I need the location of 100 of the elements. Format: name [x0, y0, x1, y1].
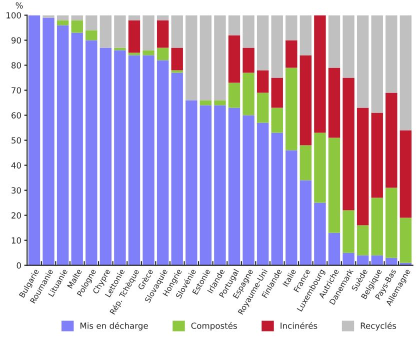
bar: [356, 15, 369, 108]
y-tick-label: 80: [12, 62, 21, 69]
bar: [114, 15, 126, 48]
legend-label: Recyclés: [360, 322, 396, 330]
y-tick-label: 100: [6, 12, 21, 18]
bar: [328, 68, 340, 138]
bar: [142, 55, 154, 266]
y-tick-label: 70: [12, 87, 21, 94]
y-tick-label: 90: [11, 37, 21, 44]
bar: [142, 50, 154, 56]
bar: [128, 55, 140, 266]
bar: [256, 122, 269, 266]
bar: [342, 252, 354, 266]
y-tick-label: 40: [11, 162, 21, 169]
bar: [356, 108, 369, 226]
bar: [314, 202, 326, 266]
bar: [242, 115, 254, 266]
bar: [286, 15, 298, 40]
bar: [386, 188, 398, 258]
bar: [142, 15, 154, 50]
bar: [342, 78, 354, 210]
bar: [328, 232, 340, 266]
y-tick-label: 30: [12, 187, 21, 194]
bar: [114, 50, 126, 266]
bar: [214, 105, 226, 266]
bar: [156, 20, 169, 48]
bar: [114, 48, 126, 50]
bar: [100, 15, 112, 48]
y-tick-label: 0: [16, 262, 21, 269]
bar: [386, 258, 398, 266]
bar: [342, 15, 354, 78]
bar: [100, 48, 112, 266]
bar: [256, 92, 269, 123]
bar: [214, 15, 226, 100]
y-tick-label: 20: [12, 212, 21, 219]
bar: [186, 100, 198, 266]
bar: [56, 20, 69, 26]
y-tick-label: 50: [12, 137, 21, 144]
bar: [242, 48, 254, 73]
y-tick-label: 60: [12, 112, 21, 119]
bar: [271, 132, 283, 266]
bar: [271, 15, 283, 78]
bar: [228, 108, 240, 266]
bar: [128, 20, 140, 53]
bar: [171, 15, 183, 48]
bar: [300, 145, 312, 180]
bar: [171, 72, 183, 266]
bar: [156, 48, 169, 60]
bar: [271, 78, 283, 108]
bar: [228, 35, 240, 83]
legend-label: Incinérés: [280, 322, 318, 329]
bar: [71, 32, 83, 266]
bar: [71, 20, 83, 33]
legend-label: Mis en décharge: [80, 322, 148, 330]
bar: [400, 130, 412, 218]
bar: [286, 40, 298, 68]
bar: [400, 15, 412, 130]
bar: [42, 18, 54, 266]
y-axis-title: %: [16, 2, 23, 9]
bar: [342, 210, 354, 253]
y-tick-label: 10: [12, 237, 21, 244]
bar: [86, 40, 98, 266]
bar: [371, 112, 383, 198]
bar: [228, 15, 240, 36]
bar: [286, 68, 298, 150]
bar: [214, 100, 226, 106]
bar: [242, 15, 254, 48]
bar: [71, 15, 83, 20]
bar: [271, 108, 283, 133]
bar: [156, 60, 169, 266]
bar: [228, 82, 240, 108]
bar: [300, 55, 312, 146]
bar: [186, 15, 198, 100]
bar: [300, 15, 312, 56]
bar: [86, 15, 98, 30]
bar: [256, 15, 269, 70]
bar: [356, 225, 369, 256]
bar: [171, 48, 183, 70]
bar: [371, 198, 383, 256]
bar: [314, 132, 326, 203]
bar: [128, 52, 140, 56]
bar: [386, 15, 398, 93]
bar: [300, 180, 312, 266]
bar: [371, 15, 383, 113]
bar: [171, 70, 183, 73]
bar: [400, 218, 412, 263]
bar: [200, 15, 212, 100]
bar: [200, 105, 212, 266]
bar: [200, 100, 212, 106]
bar: [371, 255, 383, 266]
bar: [242, 72, 254, 116]
bar: [328, 15, 340, 68]
legend-label: Compostés: [191, 322, 237, 330]
bar: [256, 70, 269, 93]
bar: [286, 150, 298, 266]
bar: [356, 255, 369, 266]
bar: [314, 15, 326, 133]
bar: [56, 25, 69, 266]
bar: [386, 92, 398, 188]
bar: [328, 138, 340, 233]
